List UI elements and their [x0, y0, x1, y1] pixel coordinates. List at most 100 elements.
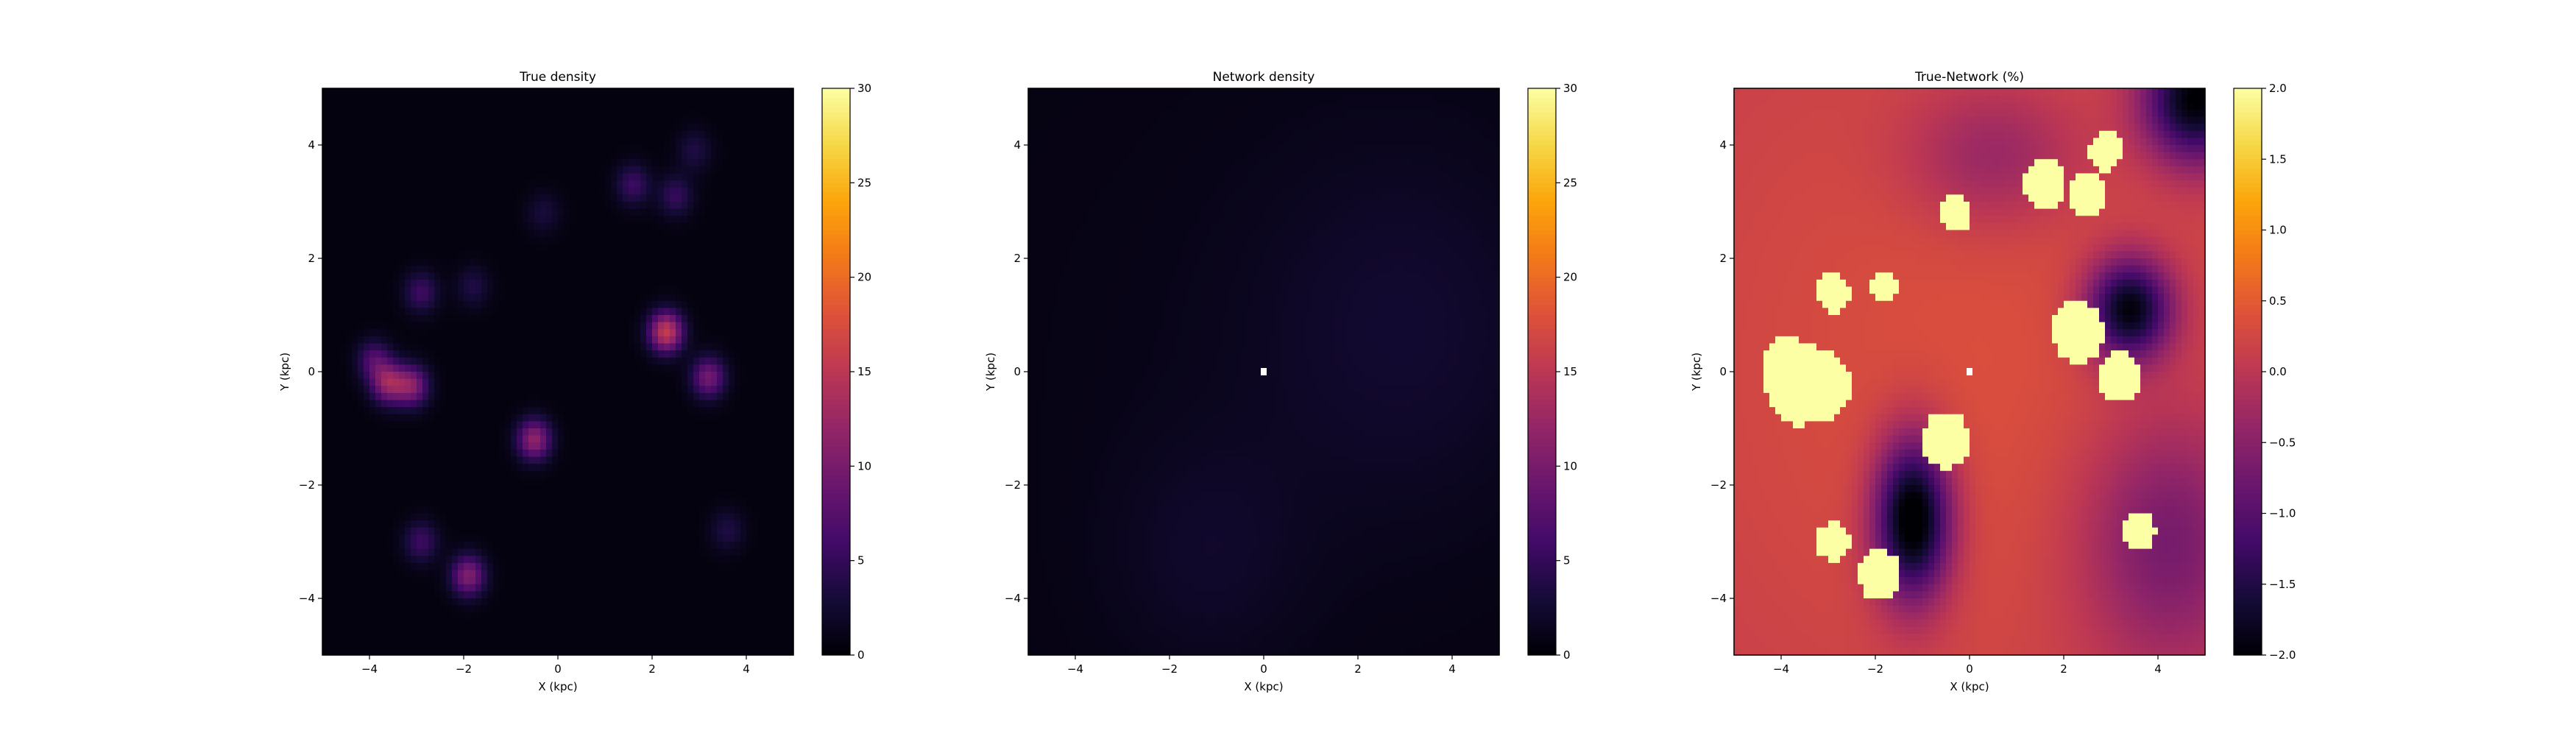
heatmap-cell	[322, 294, 329, 302]
heatmap-cell	[499, 591, 506, 599]
heatmap-cell	[676, 392, 682, 401]
heatmap-cell	[517, 244, 523, 252]
heatmap-cell	[670, 421, 676, 429]
heatmap-cell	[617, 414, 623, 422]
heatmap-cell	[405, 542, 411, 550]
heatmap-cell	[411, 272, 417, 280]
heatmap-cell	[399, 378, 406, 386]
heatmap-cell	[399, 435, 406, 443]
heatmap-cell	[687, 315, 694, 323]
heatmap-cell	[629, 138, 635, 146]
heatmap-cell	[470, 400, 476, 408]
heatmap-cell	[417, 222, 423, 231]
heatmap-cell	[334, 506, 341, 514]
heatmap-cell	[358, 315, 364, 323]
heatmap-cell	[422, 378, 429, 386]
heatmap-cell	[334, 329, 341, 337]
heatmap-cell	[629, 464, 635, 472]
heatmap-cell	[452, 336, 459, 344]
heatmap-cell	[546, 350, 553, 358]
heatmap-cell	[411, 372, 417, 380]
heatmap-cell	[611, 166, 618, 174]
heatmap-cell	[552, 499, 559, 507]
heatmap-cell	[464, 124, 470, 132]
heatmap-cell	[422, 591, 429, 599]
heatmap-cell	[652, 251, 659, 259]
heatmap-cell	[446, 95, 453, 103]
heatmap-cell	[558, 272, 565, 280]
heatmap-cell	[687, 336, 694, 344]
heatmap-cell	[564, 300, 570, 308]
heatmap-cell	[399, 634, 406, 642]
heatmap-cell	[405, 216, 411, 224]
heatmap-cell	[428, 88, 435, 96]
heatmap-cell	[464, 513, 470, 521]
heatmap-cell	[428, 407, 435, 415]
heatmap-cell	[487, 648, 494, 656]
heatmap-cell	[399, 485, 406, 493]
heatmap-cell	[364, 138, 370, 146]
heatmap-cell	[499, 286, 506, 294]
heatmap-cell	[652, 109, 659, 118]
heatmap-cell	[593, 584, 600, 592]
heatmap-cell	[405, 378, 411, 386]
heatmap-cell	[581, 329, 588, 337]
heatmap-cell	[523, 315, 529, 323]
heatmap-cell	[581, 116, 588, 124]
heatmap-cell	[346, 251, 353, 259]
heatmap-cell	[658, 300, 665, 308]
heatmap-cell	[387, 180, 394, 188]
heatmap-cell	[422, 130, 429, 138]
heatmap-cell	[358, 542, 364, 550]
heatmap-cell	[534, 527, 541, 535]
heatmap-cell	[358, 102, 364, 110]
heatmap-cell	[440, 95, 447, 103]
heatmap-cell	[434, 414, 441, 422]
heatmap-cell	[322, 548, 329, 556]
heatmap-cell	[640, 159, 647, 167]
heatmap-cell	[505, 626, 512, 634]
heatmap-cell	[417, 640, 423, 648]
heatmap-cell	[417, 456, 423, 464]
heatmap-cell	[358, 428, 364, 436]
heatmap-cell	[375, 577, 382, 585]
heatmap-cell	[517, 428, 523, 436]
heatmap-cell	[581, 130, 588, 138]
heatmap-cell	[587, 584, 594, 592]
heatmap-cell	[452, 194, 459, 202]
heatmap-cell	[617, 464, 623, 472]
heatmap-cell	[682, 485, 688, 493]
heatmap-cell	[340, 159, 347, 167]
heatmap-cell	[640, 258, 647, 266]
heatmap-cell	[517, 506, 523, 514]
heatmap-cell	[652, 244, 659, 252]
heatmap-cell	[375, 166, 382, 174]
heatmap-cell	[676, 357, 682, 365]
heatmap-cell	[434, 216, 441, 224]
heatmap-cell	[434, 202, 441, 210]
heatmap-cell	[534, 520, 541, 528]
heatmap-cell	[505, 640, 512, 648]
heatmap-cell	[334, 400, 341, 408]
heatmap-cell	[422, 485, 429, 493]
heatmap-cell	[369, 648, 376, 656]
heatmap-cell	[375, 499, 382, 507]
heatmap-cell	[470, 407, 476, 415]
heatmap-cell	[546, 251, 553, 259]
heatmap-cell	[570, 88, 576, 96]
heatmap-cell	[670, 428, 676, 436]
heatmap-cell	[517, 485, 523, 493]
heatmap-cell	[652, 336, 659, 344]
heatmap-cell	[552, 470, 559, 478]
heatmap-cell	[440, 329, 447, 337]
heatmap-cell	[487, 407, 494, 415]
heatmap-cell	[670, 400, 676, 408]
heatmap-cell	[528, 102, 535, 110]
heatmap-cell	[646, 300, 653, 308]
heatmap-cell	[623, 272, 629, 280]
heatmap-cell	[434, 138, 441, 146]
heatmap-cell	[346, 279, 353, 288]
heatmap-cell	[487, 478, 494, 486]
heatmap-cell	[552, 102, 559, 110]
heatmap-cell	[576, 591, 582, 599]
